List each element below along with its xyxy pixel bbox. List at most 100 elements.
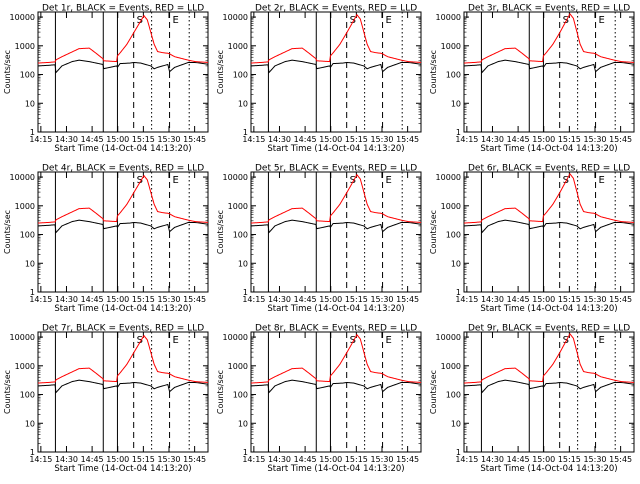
plot-frame [37, 11, 209, 133]
x-tick-label: 14:15 [29, 135, 52, 144]
y-tick-label: 1 [30, 128, 35, 137]
x-tick-label: 14:15 [29, 295, 52, 304]
x-tick-label: 15:30 [370, 295, 393, 304]
x-tick-label: 15:00 [532, 295, 555, 304]
y-tick-label: 1000 [228, 202, 248, 211]
x-tick-label: 14:45 [81, 135, 104, 144]
chart-panel: Det 4r, BLACK = Events, RED = LLD 1 10 100 1… [3, 164, 209, 314]
y-tick-label: 10 [238, 99, 248, 108]
y-tick-label: 10 [238, 419, 248, 428]
end-marker-label: E [173, 15, 179, 26]
x-tick-label: 15:45 [396, 295, 419, 304]
x-tick-label: 15:45 [609, 455, 632, 464]
start-marker-label: S [137, 175, 143, 186]
x-tick-label: 14:15 [455, 135, 478, 144]
end-marker-label: E [173, 175, 179, 186]
x-tick-label: 14:15 [242, 455, 265, 464]
x-tick-label: 15:30 [157, 455, 180, 464]
x-tick-label: 14:45 [294, 295, 317, 304]
y-axis-label: Counts/sec [429, 370, 438, 414]
end-marker-label: E [386, 15, 392, 26]
chart-panel: Det 1r, BLACK = Events, RED = LLD 1 10 100 1… [3, 4, 209, 154]
x-tick-label: 14:45 [507, 295, 530, 304]
y-tick-label: 10000 [223, 173, 248, 182]
lld-series-line [463, 12, 635, 64]
start-marker-label: S [350, 335, 356, 346]
plot-frame [37, 171, 209, 293]
x-tick-label: 15:00 [532, 135, 555, 144]
y-tick-label: 10000 [436, 333, 461, 342]
x-axis-label: Start Time (14-Oct-04 14:13:20) [267, 464, 404, 474]
y-tick-label: 1 [456, 288, 461, 297]
y-tick-label: 1000 [228, 362, 248, 371]
y-axis-label: Counts/sec [429, 210, 438, 254]
y-axis-label: Counts/sec [216, 50, 225, 94]
lld-series-line [250, 333, 422, 384]
chart-title: Det 6r, BLACK = Events, RED = LLD [468, 164, 630, 174]
events-series-line [463, 59, 635, 74]
x-tick-label: 15:45 [183, 135, 206, 144]
end-marker-label: E [599, 15, 605, 26]
y-axis-label: Counts/sec [3, 210, 12, 254]
y-tick-label: 100 [20, 71, 35, 80]
y-tick-label: 1 [456, 448, 461, 457]
y-tick-label: 1 [456, 128, 461, 137]
y-tick-label: 1 [243, 448, 248, 457]
x-tick-label: 15:45 [396, 455, 419, 464]
start-marker-label: S [350, 15, 356, 26]
y-tick-label: 1 [243, 288, 248, 297]
y-tick-label: 1 [30, 288, 35, 297]
x-tick-label: 15:00 [106, 455, 129, 464]
y-tick-label: 10 [451, 99, 461, 108]
start-marker-label: S [137, 335, 143, 346]
y-axis-label: Counts/sec [429, 50, 438, 94]
x-axis-label: Start Time (14-Oct-04 14:13:20) [480, 304, 617, 314]
plot-frame [250, 331, 422, 453]
y-tick-label: 100 [233, 391, 248, 400]
y-tick-label: 100 [20, 391, 35, 400]
y-tick-label: 1000 [15, 362, 35, 371]
plot-frame [463, 171, 635, 293]
x-tick-label: 14:15 [29, 455, 52, 464]
plot-frame [37, 331, 209, 453]
x-tick-label: 15:00 [319, 135, 342, 144]
x-tick-label: 15:30 [157, 135, 180, 144]
y-tick-label: 10000 [10, 333, 35, 342]
x-tick-label: 14:30 [481, 455, 504, 464]
y-tick-label: 1000 [15, 202, 35, 211]
x-tick-label: 15:15 [132, 295, 155, 304]
events-series-line [250, 379, 422, 394]
x-tick-label: 14:30 [55, 295, 78, 304]
chart-title: Det 7r, BLACK = Events, RED = LLD [42, 324, 204, 334]
x-tick-label: 14:45 [507, 455, 530, 464]
chart-title: Det 3r, BLACK = Events, RED = LLD [468, 4, 630, 14]
plot-frame [250, 11, 422, 133]
y-tick-label: 10000 [10, 173, 35, 182]
x-tick-label: 14:30 [268, 135, 291, 144]
x-tick-label: 15:15 [345, 455, 368, 464]
y-tick-label: 10000 [436, 13, 461, 22]
x-tick-label: 14:45 [507, 135, 530, 144]
x-tick-label: 15:30 [583, 295, 606, 304]
x-tick-label: 15:45 [609, 295, 632, 304]
chart-title: Det 8r, BLACK = Events, RED = LLD [255, 324, 417, 334]
events-series-line [250, 59, 422, 74]
x-tick-label: 15:00 [319, 455, 342, 464]
x-tick-label: 15:00 [106, 295, 129, 304]
y-axis-label: Counts/sec [3, 50, 12, 94]
x-tick-label: 14:30 [481, 295, 504, 304]
x-axis-label: Start Time (14-Oct-04 14:13:20) [54, 144, 191, 154]
y-tick-label: 10 [25, 419, 35, 428]
x-tick-label: 14:45 [294, 135, 317, 144]
end-marker-label: E [599, 175, 605, 186]
lld-series-line [37, 14, 209, 64]
chart-title: Det 4r, BLACK = Events, RED = LLD [42, 164, 204, 174]
chart-panel: Det 7r, BLACK = Events, RED = LLD 1 10 100 1… [3, 324, 209, 474]
y-tick-label: 1 [30, 448, 35, 457]
x-tick-label: 14:30 [268, 455, 291, 464]
x-axis-label: Start Time (14-Oct-04 14:13:20) [480, 144, 617, 154]
x-tick-label: 14:45 [81, 295, 104, 304]
x-tick-label: 15:00 [319, 295, 342, 304]
